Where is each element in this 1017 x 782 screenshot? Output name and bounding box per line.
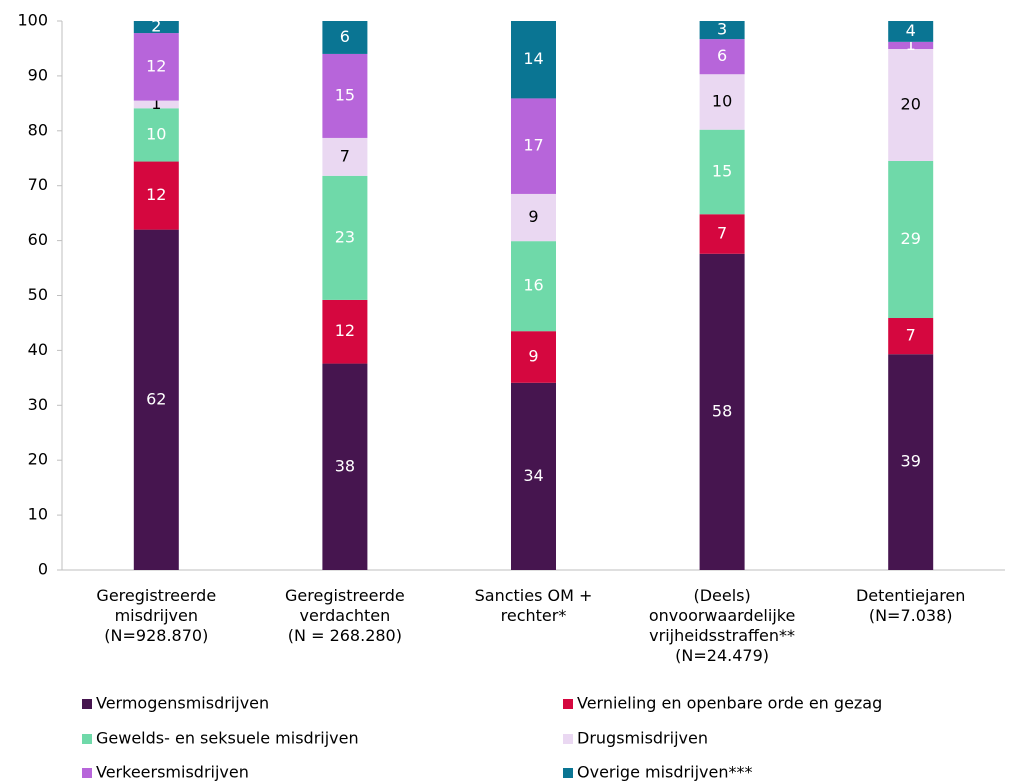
bar-segment: [699, 21, 745, 40]
data-label: 17: [523, 136, 543, 155]
data-label: 12: [146, 185, 166, 204]
bar-segment: [699, 214, 745, 254]
data-label: 1: [151, 94, 161, 113]
data-label: 7: [340, 146, 350, 165]
x-tick-label: Sancties OM + rechter*: [474, 586, 593, 625]
legend-swatch: [82, 734, 92, 744]
bar-segment: [888, 21, 934, 42]
bar-segment: [888, 41, 934, 49]
bar-segment: [888, 354, 934, 570]
y-tick-label: 60: [28, 230, 48, 249]
legend-label: Vernieling en openbare orde en gezag: [577, 694, 882, 713]
data-label: 39: [901, 452, 921, 471]
bar-segment: [133, 100, 179, 109]
legend-swatch: [563, 734, 573, 744]
data-label: 10: [146, 124, 166, 143]
bar-segment: [322, 21, 368, 54]
legend-swatch: [82, 699, 92, 709]
legend-label: Verkeersmisdrijven: [96, 763, 249, 782]
y-tick-label: 20: [28, 450, 48, 469]
bar-segment: [133, 229, 179, 570]
bar-segment: [699, 253, 745, 570]
data-label: 29: [901, 229, 921, 248]
data-label: 20: [901, 94, 921, 113]
bar-segment: [322, 363, 368, 570]
bar-segment: [699, 39, 745, 75]
bar-segment: [322, 137, 368, 176]
legend-swatch: [563, 699, 573, 709]
bar-segment: [322, 175, 368, 300]
data-label: 9: [528, 346, 538, 365]
bar-segment: [699, 129, 745, 215]
data-label: 15: [712, 161, 732, 180]
data-label: 6: [717, 46, 727, 65]
data-label: 6: [340, 27, 350, 46]
data-label: 1: [906, 35, 916, 54]
bar-segment: [511, 382, 556, 570]
bar-segment: [888, 318, 934, 355]
bar-segment: [699, 74, 745, 130]
bar-segment: [322, 299, 368, 364]
data-label: 62: [146, 389, 166, 408]
data-label: 23: [335, 227, 355, 246]
data-label: 9: [528, 207, 538, 226]
bar-segment: [511, 21, 556, 99]
data-label: 12: [146, 56, 166, 75]
x-tick-label: (Deels) onvoorwaardelijke vrijheidsstraf…: [648, 586, 796, 665]
y-tick-label: 90: [28, 65, 48, 84]
y-tick-label: 30: [28, 395, 48, 414]
x-tick-label: Geregistreerde misdrijven (N=928.870): [96, 586, 217, 645]
legend-label: Gewelds- en seksuele misdrijven: [96, 729, 359, 748]
bar-segment: [133, 33, 179, 101]
bar-segment: [511, 241, 556, 332]
bar-segment: [511, 193, 556, 242]
data-label: 34: [523, 466, 543, 485]
legend-swatch: [82, 768, 92, 778]
bar-segment: [888, 48, 934, 161]
y-tick-label: 80: [28, 120, 48, 139]
bar-segment: [511, 331, 556, 383]
legend-label: Overige misdrijven***: [577, 763, 752, 782]
data-label: 7: [906, 326, 916, 345]
y-tick-label: 40: [28, 340, 48, 359]
x-tick-label: Geregistreerde verdachten (N = 268.280): [285, 586, 405, 645]
bar-segment: [133, 161, 179, 230]
data-label: 2: [151, 17, 161, 36]
legend-label: Vermogensmisdrijven: [96, 694, 269, 713]
legend-label: Drugsmisdrijven: [577, 729, 708, 748]
data-label: 3: [717, 20, 727, 39]
data-label: 58: [712, 401, 732, 420]
data-label: 4: [906, 21, 916, 40]
bar-segment: [888, 160, 934, 319]
data-label: 15: [335, 85, 355, 104]
bar-segment: [133, 108, 179, 162]
data-label: 14: [523, 49, 543, 68]
data-label: 12: [335, 321, 355, 340]
x-tick-label: Detentiejaren (N=7.038): [855, 586, 966, 625]
data-label: 16: [523, 276, 543, 295]
data-label: 38: [335, 456, 355, 475]
data-label: 10: [712, 91, 732, 110]
y-tick-label: 10: [28, 505, 48, 524]
y-tick-label: 100: [17, 11, 48, 30]
bar-segment: [133, 21, 179, 34]
bar-segment: [322, 53, 368, 138]
y-tick-label: 50: [28, 285, 48, 304]
y-tick-label: 0: [38, 560, 48, 579]
y-tick-label: 70: [28, 175, 48, 194]
data-label: 7: [717, 224, 727, 243]
bar-segment: [511, 98, 556, 194]
legend-swatch: [563, 768, 573, 778]
